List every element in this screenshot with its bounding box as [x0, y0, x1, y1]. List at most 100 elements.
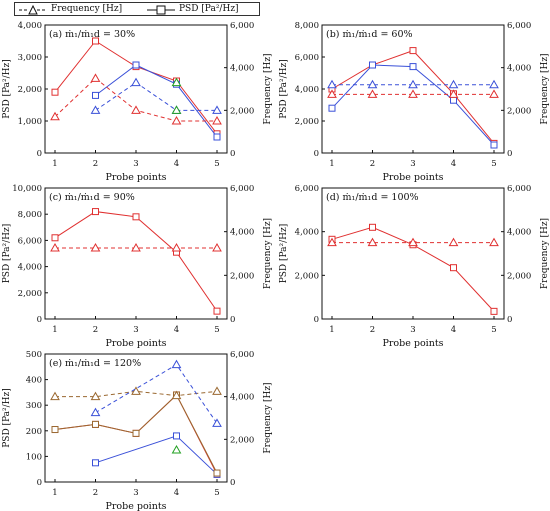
frequency-point [90, 73, 101, 82]
right-tick-label: 6,000 [230, 184, 254, 194]
frequency-point [327, 237, 337, 247]
panel-5: 1 2 3 4 5 0 100 200 300 400 500 0 2,000 4,000 6,000 Pro… [2, 350, 273, 511]
left-tick-label: 6,000 [295, 53, 319, 63]
frequency-point [131, 77, 141, 87]
frequency-point [327, 79, 337, 89]
frequency-point [448, 89, 459, 98]
frequency-point [171, 243, 182, 252]
left-tick-label: 100 [26, 452, 42, 462]
right-tick-label: 2,000 [230, 435, 254, 445]
frequency-point [90, 243, 101, 252]
frequency-point [171, 115, 182, 125]
x-tick-label: 3 [133, 159, 138, 169]
y-right-axis-label: Frequency [Hz] [540, 53, 550, 124]
x-tick-label: 4 [174, 325, 179, 335]
left-tick-label: 0 [314, 149, 319, 159]
psd-point [51, 426, 59, 434]
triangle-marker-icon [28, 4, 38, 15]
x-tick-label: 5 [491, 325, 496, 335]
x-tick-label: 1 [329, 325, 334, 335]
x-tick-label: 3 [410, 159, 415, 169]
psd-point [213, 307, 221, 315]
x-tick-label: 3 [133, 325, 138, 335]
left-tick-label: 4,000 [18, 263, 42, 273]
left-tick-label: 400 [26, 376, 42, 386]
psd-point [490, 307, 498, 315]
frequency-point [50, 243, 60, 252]
frequency-point [212, 243, 222, 252]
x-axis-label: Probe points [105, 172, 166, 183]
panel-4: 1 2 3 4 5 0 2,000 4,000 6,000 0 2,000 4,000 6,000 Pro… [279, 184, 550, 349]
frequency-point [408, 89, 418, 98]
frequency-point [448, 79, 459, 89]
panel-2: 1 2 3 4 5 0 2,000 4,000 6,000 8,000 0 2,000 4,000 6,0… [279, 21, 550, 183]
x-axis-label: Probe points [105, 338, 166, 349]
psd-point [328, 104, 336, 112]
x-tick-label: 4 [174, 159, 179, 169]
right-tick-label: 2,000 [507, 106, 531, 116]
x-tick-label: 2 [93, 488, 98, 498]
frequency-point [212, 418, 222, 427]
frequency-point [489, 89, 499, 98]
x-tick-label: 3 [133, 488, 138, 498]
psd-series-line [54, 40, 218, 135]
right-tick-label: 4,000 [507, 228, 531, 238]
psd-point [51, 234, 59, 242]
frequency-point [90, 407, 101, 417]
x-tick-label: 2 [93, 159, 98, 169]
frequency-point [212, 386, 222, 395]
frequency-point [131, 386, 141, 395]
x-axis-label: Probe points [382, 338, 443, 349]
psd-series-line [54, 211, 218, 312]
y-left-axis-label: PSD [Pa²/Hz] [2, 59, 12, 119]
frequency-point [171, 105, 182, 114]
frequency-point [171, 359, 182, 369]
frequency-series-line [55, 390, 218, 398]
left-tick-label: 200 [26, 427, 42, 437]
left-tick-label: 0 [37, 478, 42, 488]
left-tick-label: 4,000 [295, 228, 319, 238]
x-tick-label: 2 [370, 159, 375, 169]
frequency-point [90, 391, 101, 401]
y-left-axis-label: PSD [Pa²/Hz] [279, 224, 289, 284]
frequency-point [212, 105, 222, 114]
right-tick-label: 6,000 [230, 21, 254, 31]
legend-psd-label: PSD [Pa²/Hz] [179, 4, 239, 14]
x-tick-label: 1 [52, 159, 57, 169]
left-tick-label: 10,000 [12, 184, 42, 194]
left-tick-label: 4,000 [295, 85, 319, 95]
frequency-point [448, 237, 459, 247]
x-tick-label: 2 [370, 325, 375, 335]
x-tick-label: 5 [214, 159, 219, 169]
x-tick-label: 3 [410, 325, 415, 335]
right-tick-label: 0 [230, 315, 235, 325]
panel-label: (d) ṁ₁/ṁ₁d = 100% [326, 192, 419, 203]
x-tick-label: 4 [174, 488, 179, 498]
left-tick-label: 2,000 [18, 289, 42, 299]
plot-frame [321, 187, 505, 320]
psd-point [213, 469, 221, 477]
frequency-point [171, 390, 182, 400]
psd-point [132, 61, 140, 69]
psd-point [92, 208, 99, 216]
y-right-axis-label: Frequency [Hz] [263, 53, 273, 124]
y-left-axis-label: PSD [Pa²/Hz] [2, 388, 12, 448]
psd-point [92, 420, 99, 428]
panel-label: (c) ṁ₁/ṁ₁d = 90% [49, 192, 135, 203]
x-tick-label: 5 [491, 159, 496, 169]
psd-point [450, 264, 457, 272]
frequency-point [171, 444, 182, 454]
left-tick-label: 6,000 [295, 184, 319, 194]
panel-label: (e) ṁ₁/ṁ₁d = 120% [49, 358, 141, 369]
left-tick-label: 8,000 [18, 210, 42, 220]
legend-frequency-label: Frequency [Hz] [51, 4, 123, 14]
frequency-point [90, 105, 101, 114]
x-tick-label: 1 [52, 325, 57, 335]
left-tick-label: 3,000 [18, 53, 42, 63]
left-tick-label: 500 [26, 350, 42, 360]
psd-point [132, 213, 140, 221]
right-tick-label: 4,000 [230, 64, 254, 74]
y-right-axis-label: Frequency [Hz] [540, 218, 550, 289]
frequency-point [367, 79, 378, 89]
y-right-axis-label: Frequency [Hz] [263, 218, 273, 289]
